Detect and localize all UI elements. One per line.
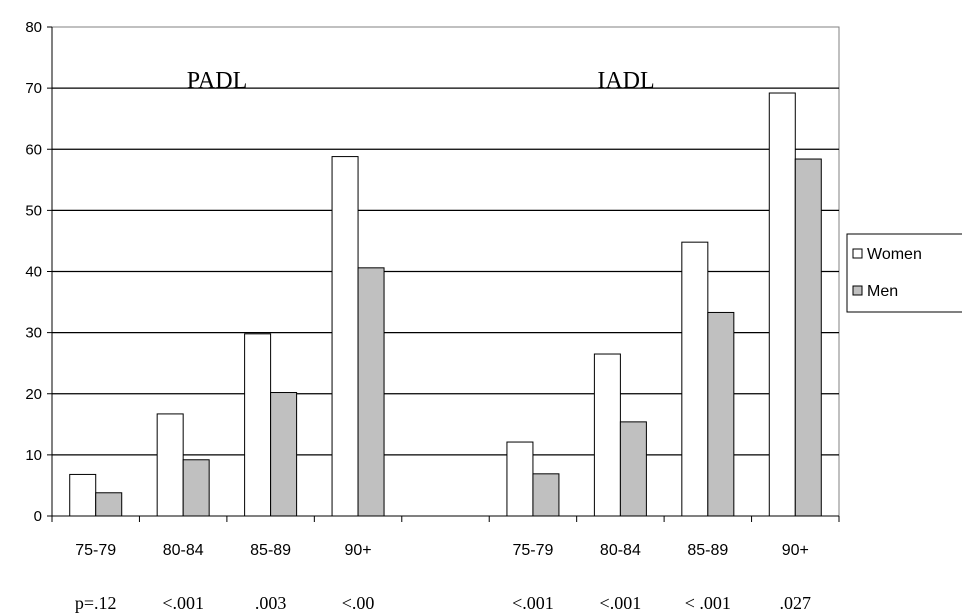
x-category-label: 90+ [344,542,371,559]
y-tick-label: 70 [25,80,42,97]
p-value-label: .003 [255,593,287,613]
p-value-label: p=.12 [75,593,117,613]
bars [69,92,822,517]
x-category-label: 80-84 [163,542,204,559]
p-value-label: < .001 [685,593,731,613]
y-tick-label: 40 [25,264,42,281]
bar-women [593,353,621,517]
bar-men [95,492,123,517]
bar-men [619,421,647,517]
legend: Women Men [846,233,962,313]
y-tick-label: 0 [34,508,42,525]
y-tick-label: 60 [25,141,42,158]
legend-label-women: Women [867,246,922,263]
p-value-label: .027 [780,593,812,613]
legend-box [846,233,962,313]
bar-women [331,156,359,517]
legend-swatch-women [852,248,863,259]
bar-women [768,92,796,517]
legend-label-men: Men [867,283,898,300]
group-label-iadl: IADL [597,68,654,94]
bar-men [794,158,822,517]
x-category-label: 80-84 [600,542,641,559]
y-tick-label: 50 [25,202,42,219]
p-value-label: <.00 [342,593,375,613]
p-value-label: <.001 [600,593,642,613]
bar-women [69,473,97,517]
bar-women [506,441,534,517]
bar-women [244,333,272,517]
p-value-labels: p=.12 <.001 .003 <.00 <.001 <.001 < .001 .027 [75,593,811,613]
x-category-label: 85-89 [687,542,728,559]
axes [47,26,840,522]
y-tick-label: 10 [25,447,42,464]
bar-women [681,241,709,517]
bar-women [156,413,184,517]
legend-swatch-men [852,285,863,296]
bar-men [532,473,560,517]
bar-men [182,459,210,517]
bar-men [270,392,298,517]
x-category-label: 75-79 [75,542,116,559]
p-value-label: <.001 [162,593,204,613]
x-category-label: 85-89 [250,542,291,559]
group-label-padl: PADL [187,68,247,94]
x-category-label: 75-79 [512,542,553,559]
y-tick-label: 80 [25,19,42,36]
x-category-labels: 75-79 80-84 85-89 90+ 75-79 80-84 85-89 90+ [75,542,809,559]
x-category-label: 90+ [782,542,809,559]
y-tick-label: 20 [25,386,42,403]
bar-men [357,267,385,517]
bar-men [707,311,735,517]
y-tick-labels: 0 10 20 30 40 50 60 70 80 [25,19,42,525]
y-tick-label: 30 [25,325,42,342]
p-value-label: <.001 [512,593,554,613]
